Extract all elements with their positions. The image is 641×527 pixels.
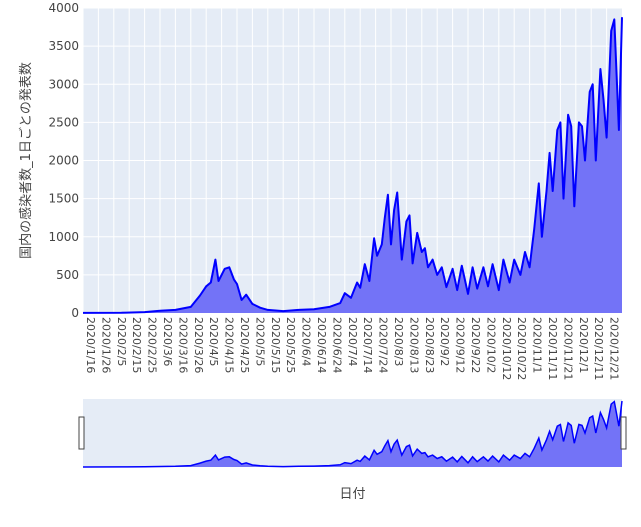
x-tick-label: 2020/12/11 xyxy=(592,317,605,380)
x-tick-label: 2020/10/22 xyxy=(515,317,528,380)
y-tick-label: 1000 xyxy=(48,230,79,244)
x-tick-label: 2020/11/21 xyxy=(561,317,574,380)
x-tick-label: 2020/3/6 xyxy=(161,317,174,366)
x-tick-label: 2020/7/4 xyxy=(346,317,359,366)
x-tick-label: 2020/10/2 xyxy=(484,317,497,373)
x-tick-label: 2020/4/5 xyxy=(207,317,220,366)
x-tick-label: 2020/2/5 xyxy=(115,317,128,366)
x-tick-label: 2020/10/12 xyxy=(500,317,513,380)
x-tick-label: 2020/3/16 xyxy=(176,317,189,373)
y-tick-label: 3500 xyxy=(48,39,79,53)
x-tick-label: 2020/2/15 xyxy=(130,317,143,373)
series-line xyxy=(82,17,623,314)
range-slider-right-handle[interactable] xyxy=(620,416,627,450)
y-tick-labels: 0 500 1000 1500 2000 2500 3000 3500 4000 xyxy=(48,1,79,320)
x-tick-label: 2020/9/22 xyxy=(469,317,482,373)
range-slider-area-fill xyxy=(83,401,622,467)
x-tick-label: 2020/8/23 xyxy=(423,317,436,373)
y-tick-label: 2000 xyxy=(48,154,79,168)
x-tick-label: 2020/11/11 xyxy=(546,317,559,380)
x-tick-label: 2020/11/1 xyxy=(531,317,544,373)
x-tick-label: 2020/12/1 xyxy=(577,317,590,373)
y-tick-label: 3000 xyxy=(48,77,79,91)
y-tick-label: 2500 xyxy=(48,115,79,129)
x-tick-label: 2020/9/2 xyxy=(438,317,451,366)
x-tick-label: 2020/9/12 xyxy=(454,317,467,373)
x-axis-title: 日付 xyxy=(339,487,365,502)
x-tick-label: 2020/4/15 xyxy=(223,317,236,373)
x-tick-label: 2020/5/5 xyxy=(253,317,266,366)
x-tick-label: 2020/2/25 xyxy=(146,317,159,373)
x-tick-label: 2020/5/15 xyxy=(269,317,282,373)
y-axis-title: 国内の感染者数_1日ごとの発表数 xyxy=(18,62,34,259)
x-tick-label: 2020/1/26 xyxy=(99,317,112,373)
x-tick-label: 2020/8/13 xyxy=(407,317,420,373)
y-tick-label: 500 xyxy=(56,268,79,282)
y-tick-label: 4000 xyxy=(48,1,79,15)
x-tick-label: 2020/7/14 xyxy=(361,317,374,373)
y-tick-label: 0 xyxy=(71,306,79,320)
x-tick-label: 2020/3/26 xyxy=(192,317,205,373)
x-tick-label: 2020/12/21 xyxy=(608,317,621,380)
range-slider-line xyxy=(82,400,623,468)
x-tick-label: 2020/1/16 xyxy=(84,317,97,373)
x-tick-label: 2020/6/4 xyxy=(300,317,313,366)
x-tick-label: 2020/5/25 xyxy=(284,317,297,373)
x-tick-label: 2020/7/24 xyxy=(377,317,390,373)
x-tick-labels: 2020/1/16 2020/1/26 2020/2/5 2020/2/15 2020/… xyxy=(84,317,621,380)
x-tick-label: 2020/6/24 xyxy=(330,317,343,373)
range-slider-left-handle[interactable] xyxy=(78,416,85,450)
x-tick-label: 2020/8/3 xyxy=(392,317,405,366)
x-tick-label: 2020/4/25 xyxy=(238,317,251,373)
x-tick-label: 2020/6/14 xyxy=(315,317,328,373)
series-area-fill xyxy=(83,17,622,313)
y-tick-label: 1500 xyxy=(48,192,79,206)
